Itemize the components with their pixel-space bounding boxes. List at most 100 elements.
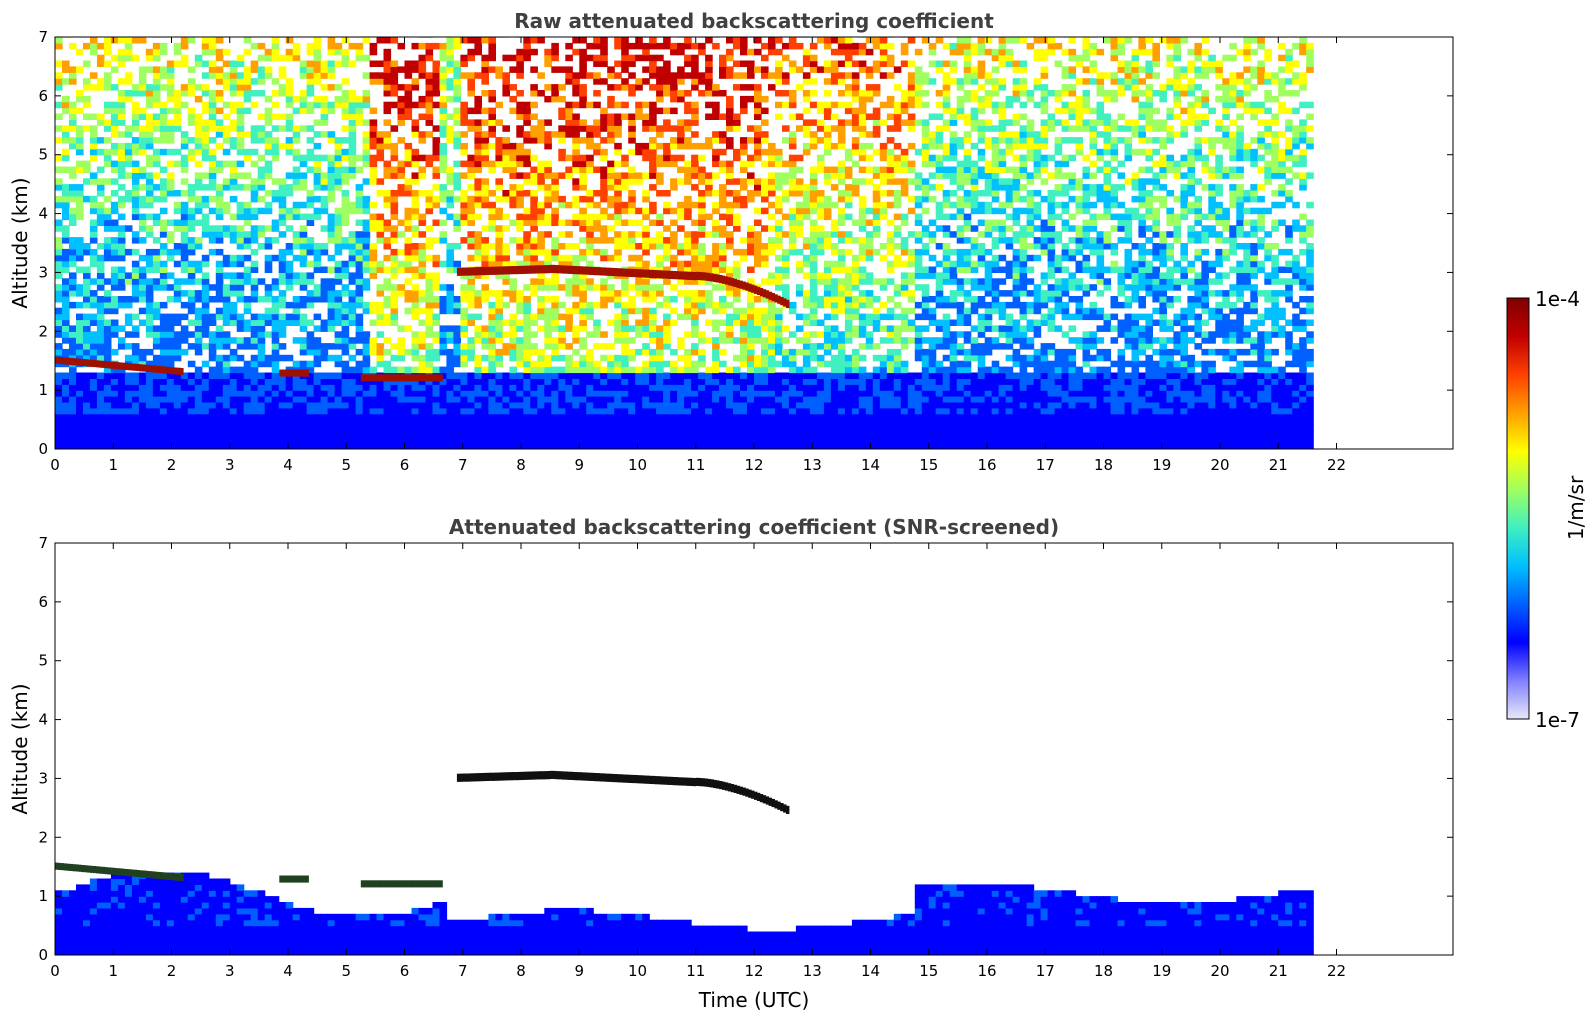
- heatmap-cell: [628, 90, 636, 97]
- heatmap-cell: [96, 313, 105, 321]
- heatmap-cell: [152, 125, 161, 132]
- heatmap-cell: [208, 148, 217, 156]
- heatmap-cell: [271, 154, 280, 162]
- heatmap-cell: [572, 219, 580, 226]
- heatmap-cell: [425, 131, 434, 138]
- heatmap-cell: [572, 148, 580, 156]
- heatmap-cell: [656, 372, 664, 379]
- heatmap-cell: [670, 125, 678, 132]
- heatmap-cell: [621, 78, 629, 85]
- heatmap-cell: [159, 101, 168, 109]
- heatmap-cell: [474, 331, 482, 338]
- heatmap-cell: [544, 296, 552, 303]
- heatmap-cell: [271, 390, 280, 397]
- heatmap-cell: [173, 396, 182, 403]
- heatmap-cell: [474, 160, 482, 168]
- heatmap-cell: [271, 401, 280, 409]
- heatmap-cell: [285, 48, 294, 56]
- heatmap-cell: [579, 66, 587, 73]
- heatmap-cell: [684, 72, 692, 79]
- heatmap-cell: [299, 431, 308, 438]
- heatmap-cell: [201, 107, 210, 115]
- heatmap-cell: [62, 390, 70, 397]
- heatmap-cell: [117, 378, 126, 385]
- heatmap-cell: [376, 360, 385, 368]
- heatmap-cell: [614, 37, 622, 44]
- heatmap-cell: [691, 78, 699, 85]
- heatmap-cell: [460, 113, 468, 120]
- heatmap-cell: [537, 72, 545, 79]
- heatmap-cell: [180, 254, 189, 262]
- heatmap-cell: [55, 437, 63, 444]
- heatmap-cell: [439, 190, 448, 197]
- heatmap-cell: [740, 60, 748, 67]
- heatmap-cell: [453, 90, 461, 97]
- heatmap-cell: [600, 401, 608, 409]
- heatmap-cell: [516, 48, 524, 56]
- heatmap-cell: [551, 325, 559, 332]
- heatmap-cell: [551, 384, 559, 391]
- heatmap-cell: [516, 431, 524, 438]
- heatmap-cell: [124, 195, 133, 203]
- heatmap-cell: [537, 272, 545, 279]
- heatmap-cell: [83, 243, 91, 250]
- heatmap-cell: [62, 190, 70, 197]
- heatmap-cell: [62, 337, 70, 344]
- heatmap-cell: [635, 419, 643, 427]
- heatmap-cell: [726, 319, 734, 326]
- heatmap-cell: [677, 78, 685, 85]
- heatmap-cell: [390, 195, 399, 203]
- heatmap-cell: [257, 401, 266, 409]
- heatmap-cell: [418, 243, 427, 250]
- heatmap-cell: [565, 42, 573, 50]
- heatmap-cell: [334, 296, 343, 303]
- heatmap-cell: [243, 325, 252, 332]
- heatmap-cell: [208, 107, 217, 115]
- heatmap-cell: [572, 378, 580, 385]
- heatmap-cell: [152, 278, 161, 285]
- heatmap-cell: [726, 48, 734, 56]
- heatmap-cell: [558, 407, 566, 415]
- heatmap-cell: [453, 396, 461, 403]
- heatmap-cell: [705, 401, 713, 409]
- heatmap-cell: [551, 48, 559, 56]
- heatmap-cell: [173, 372, 182, 379]
- heatmap-cell: [397, 84, 406, 91]
- heatmap-cell: [369, 201, 378, 209]
- heatmap-cell: [194, 95, 203, 103]
- heatmap-cell: [180, 413, 189, 421]
- heatmap-cell: [341, 284, 350, 291]
- heatmap-cell: [390, 307, 399, 315]
- heatmap-cell: [600, 78, 608, 85]
- heatmap-cell: [348, 42, 357, 50]
- heatmap-cell: [495, 148, 503, 156]
- heatmap-cell: [404, 348, 413, 356]
- heatmap-cell: [236, 325, 245, 332]
- heatmap-cell: [698, 207, 706, 215]
- heatmap-cell: [96, 331, 105, 338]
- heatmap-cell: [124, 272, 133, 279]
- heatmap-cell: [551, 378, 559, 385]
- heatmap-cell: [614, 384, 622, 391]
- heatmap-cell: [481, 248, 489, 256]
- heatmap-cell: [243, 413, 252, 421]
- heatmap-cell: [628, 201, 636, 209]
- heatmap-cell: [69, 401, 77, 409]
- heatmap-cell: [362, 384, 371, 391]
- heatmap-cell: [712, 354, 720, 362]
- heatmap-cell: [229, 160, 238, 168]
- heatmap-cell: [453, 107, 461, 115]
- heatmap-cell: [551, 254, 559, 262]
- heatmap-cell: [62, 154, 70, 162]
- heatmap-cell: [670, 425, 678, 432]
- heatmap-cell: [698, 178, 706, 185]
- heatmap-cell: [320, 266, 329, 273]
- heatmap-cell: [488, 343, 496, 350]
- heatmap-cell: [614, 119, 622, 126]
- heatmap-cell: [103, 431, 112, 438]
- heatmap-cell: [229, 119, 238, 126]
- heatmap-cell: [187, 137, 196, 144]
- heatmap-cell: [467, 254, 475, 262]
- heatmap-cell: [299, 378, 308, 385]
- heatmap-cell: [488, 225, 496, 232]
